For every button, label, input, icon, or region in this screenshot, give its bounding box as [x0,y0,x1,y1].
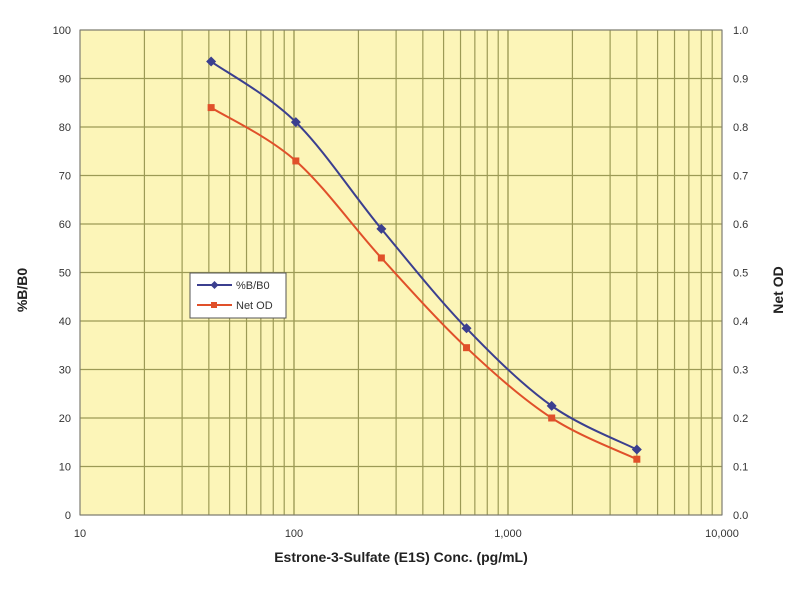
y-tick-label: 70 [59,171,71,183]
y2-tick-label: 0.3 [733,365,748,377]
y-tick-label: 50 [59,268,71,280]
y2-tick-label: 0.2 [733,413,748,425]
data-point-b-b0 [290,117,301,128]
data-point-net-od [377,254,385,262]
legend-label-net-od: Net OD [236,300,273,312]
y-tick-label: 10 [59,462,71,474]
x-tick-label: 10 [74,528,86,540]
legend-label-b-b0: %B/B0 [236,280,270,292]
data-point-b-b0 [206,56,217,67]
y2-tick-label: 1.0 [733,25,748,37]
y-tick-label: 80 [59,122,71,134]
data-point-b-b0 [546,400,557,411]
x-tick-label: 10,000 [705,528,739,540]
data-point-net-od [207,104,215,112]
data-point-net-od [633,455,641,463]
y2-tick-label: 0.6 [733,219,748,231]
data-point-b-b0 [461,323,472,334]
plot-border [79,29,723,516]
y-tick-label: 30 [59,365,71,377]
y2-tick-label: 0.1 [733,462,748,474]
x-axis-label: Estrone-3-Sulfate (E1S) Conc. (pg/mL) [274,549,528,565]
legend-marker-net-od [211,302,217,308]
y2-tick-label: 0.5 [733,268,748,280]
data-point-b-b0 [376,223,387,234]
x-tick-label: 100 [285,528,303,540]
y2-tick-label: 0.9 [733,74,748,86]
y-tick-label: 40 [59,316,71,328]
y2-tick-label: 0.0 [733,510,748,522]
y-tick-label: 20 [59,413,71,425]
y-tick-label: 90 [59,74,71,86]
y2-axis-label: Net OD [770,266,786,313]
data-point-b-b0 [631,444,642,455]
y-axis-label: %B/B0 [14,268,30,313]
y-tick-label: 60 [59,219,71,231]
data-point-net-od [548,414,556,422]
y2-tick-label: 0.7 [733,171,748,183]
y2-tick-label: 0.8 [733,122,748,134]
y-tick-label: 0 [65,510,71,522]
data-point-net-od [463,344,471,352]
y-tick-label: 100 [53,25,71,37]
x-tick-label: 1,000 [494,528,522,540]
legend: %B/B0 Net OD [189,272,287,319]
data-point-net-od [292,157,300,165]
legend-marker-b-b0 [210,281,219,289]
y2-tick-label: 0.4 [733,316,748,328]
